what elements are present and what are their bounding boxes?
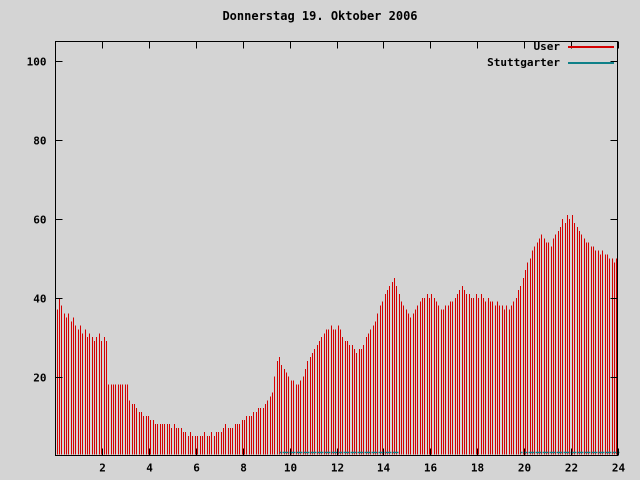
svg-text:22: 22 (565, 462, 578, 475)
legend-item-stuttgarter: Stuttgarter (487, 56, 614, 69)
svg-text:14: 14 (377, 462, 391, 475)
svg-text:8: 8 (240, 462, 247, 475)
svg-text:80: 80 (33, 135, 46, 148)
legend-label-stuttgarter: Stuttgarter (487, 56, 560, 69)
x-ticks: 2 4 6 8 10 12 14 16 18 20 22 24 (99, 41, 626, 475)
svg-text:12: 12 (331, 462, 344, 475)
svg-text:10: 10 (284, 462, 297, 475)
user-series (57, 214, 617, 455)
svg-text:16: 16 (424, 462, 438, 475)
legend-item-user: User (533, 40, 614, 53)
svg-text:18: 18 (471, 462, 484, 475)
svg-text:6: 6 (193, 462, 200, 475)
svg-text:2: 2 (99, 462, 106, 475)
legend-line-stuttgarter-icon (568, 61, 614, 64)
legend-line-user-icon (568, 45, 614, 48)
plot-border (55, 41, 618, 456)
svg-text:4: 4 (146, 462, 153, 475)
svg-text:20: 20 (33, 372, 46, 385)
svg-text:60: 60 (33, 214, 46, 227)
svg-text:20: 20 (518, 462, 531, 475)
svg-text:24: 24 (612, 462, 626, 475)
chart-title: Donnerstag 19. Oktober 2006 (222, 9, 418, 23)
legend-label-user: User (533, 40, 561, 53)
svg-text:100: 100 (27, 56, 47, 69)
legend: User Stuttgarter (487, 40, 614, 69)
y-ticks: 20 40 60 80 100 (27, 56, 618, 385)
svg-text:40: 40 (33, 293, 46, 306)
